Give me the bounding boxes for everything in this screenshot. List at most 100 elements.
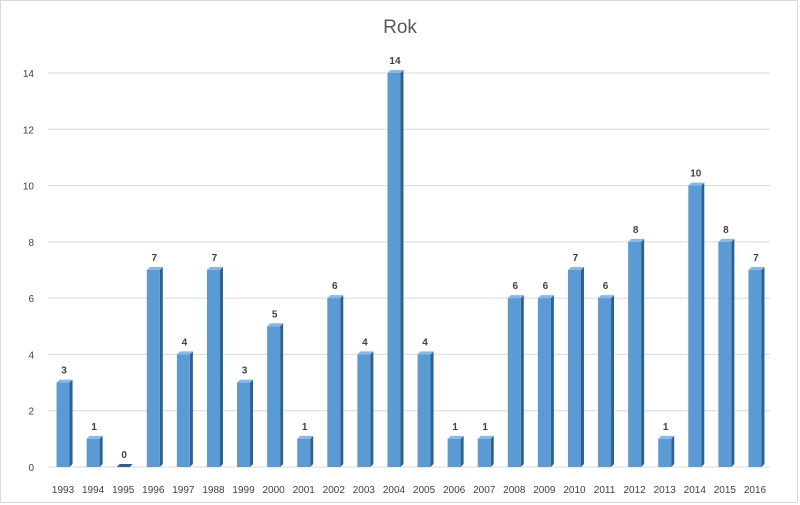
bar — [537, 295, 554, 467]
bar-top — [688, 182, 705, 186]
data-label: 3 — [242, 366, 248, 377]
bar-top — [628, 238, 645, 242]
bar-side — [370, 351, 374, 467]
bar-side — [460, 435, 464, 467]
y-tick-label: 8 — [28, 238, 34, 249]
x-tick-label: 2007 — [473, 485, 496, 496]
bar-top — [537, 295, 554, 299]
bar-side — [310, 435, 314, 467]
bar-top — [718, 238, 735, 242]
bar-side — [189, 351, 193, 467]
bar-top — [748, 267, 765, 270]
bar-front — [327, 298, 341, 467]
bar-top — [658, 435, 675, 439]
bar-side — [761, 267, 765, 467]
x-tick-label: 1999 — [232, 485, 255, 496]
bar — [206, 267, 223, 467]
bar — [357, 351, 374, 467]
bar — [237, 379, 254, 467]
data-label: 8 — [633, 225, 639, 236]
bar-side — [580, 267, 584, 467]
bar-front — [537, 298, 551, 467]
bar-front — [146, 270, 160, 467]
x-tick-label: 2009 — [533, 485, 556, 496]
x-tick-label: 2006 — [443, 485, 466, 496]
bar-top — [507, 295, 524, 299]
x-tick-label: 2001 — [293, 485, 316, 496]
bar-side — [99, 435, 103, 467]
bar-top — [267, 323, 284, 327]
bar-top — [598, 295, 615, 299]
gridlines — [48, 72, 770, 468]
x-tick-label: 2014 — [684, 485, 707, 496]
bar-side — [430, 351, 434, 467]
bar-side — [219, 267, 223, 467]
x-tick-label: 2008 — [503, 485, 526, 496]
bar-front — [86, 438, 100, 467]
data-label: 6 — [332, 281, 338, 292]
bar — [417, 351, 434, 467]
x-tick-label: 2002 — [323, 485, 346, 496]
y-tick-label: 0 — [28, 463, 34, 474]
bar — [267, 323, 284, 467]
x-tick-label: 1994 — [82, 485, 105, 496]
bar — [598, 295, 615, 467]
bar-side — [250, 379, 254, 467]
bar-side — [671, 435, 675, 467]
y-axis: 0 2 4 6 8 10 12 14 — [23, 69, 35, 474]
bar-top — [477, 435, 494, 439]
bar-side — [701, 182, 705, 468]
bar-top — [206, 267, 223, 270]
bar-front — [387, 73, 401, 467]
bar-side — [731, 238, 735, 467]
data-label: 8 — [723, 225, 729, 236]
bar — [116, 464, 133, 467]
bar-side — [340, 295, 344, 467]
bar-top — [297, 435, 314, 439]
bar — [56, 379, 73, 467]
y-tick-label: 10 — [23, 182, 35, 193]
bar-side — [641, 238, 645, 467]
bars — [56, 70, 765, 468]
bar-side — [611, 295, 615, 467]
data-label: 0 — [121, 450, 127, 461]
bar — [327, 295, 344, 467]
bar-front — [598, 298, 612, 467]
data-label: 1 — [482, 422, 488, 433]
bar — [628, 238, 645, 467]
x-tick-label: 1988 — [202, 485, 225, 496]
bar-side — [280, 323, 284, 467]
bar — [477, 435, 494, 467]
x-tick-label: 2015 — [714, 485, 737, 496]
x-tick-label: 1993 — [52, 485, 75, 496]
bar-top — [567, 267, 584, 270]
bar-front — [237, 382, 251, 467]
bar-side — [490, 435, 494, 467]
bar-top — [86, 435, 103, 439]
bar — [507, 295, 524, 467]
bar — [447, 435, 464, 467]
bar — [748, 267, 765, 467]
bar-top — [357, 351, 374, 355]
bar-side — [159, 267, 163, 467]
y-tick-label: 4 — [28, 350, 34, 361]
x-tick-label: 1996 — [142, 485, 165, 496]
bar — [387, 70, 404, 467]
bar-top — [176, 351, 193, 355]
x-axis: 1993 1994 1995 1996 1997 1988 1999 2000 2001 2002… — [52, 485, 767, 496]
bar-top — [417, 351, 434, 355]
bar — [297, 435, 314, 467]
x-tick-label: 2004 — [383, 485, 406, 496]
y-tick-label: 12 — [23, 125, 35, 136]
data-label: 14 — [389, 56, 401, 67]
y-tick-label: 2 — [28, 407, 34, 418]
bar-side — [69, 379, 73, 467]
data-label: 10 — [690, 169, 702, 180]
bar-front — [56, 382, 70, 467]
bar-front — [658, 438, 672, 467]
x-tick-label: 2005 — [413, 485, 436, 496]
bar-front — [447, 438, 461, 467]
data-label: 7 — [212, 253, 218, 264]
bar — [718, 238, 735, 467]
